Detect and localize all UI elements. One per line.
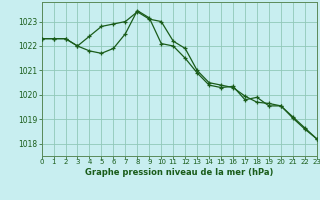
X-axis label: Graphe pression niveau de la mer (hPa): Graphe pression niveau de la mer (hPa)	[85, 168, 273, 177]
